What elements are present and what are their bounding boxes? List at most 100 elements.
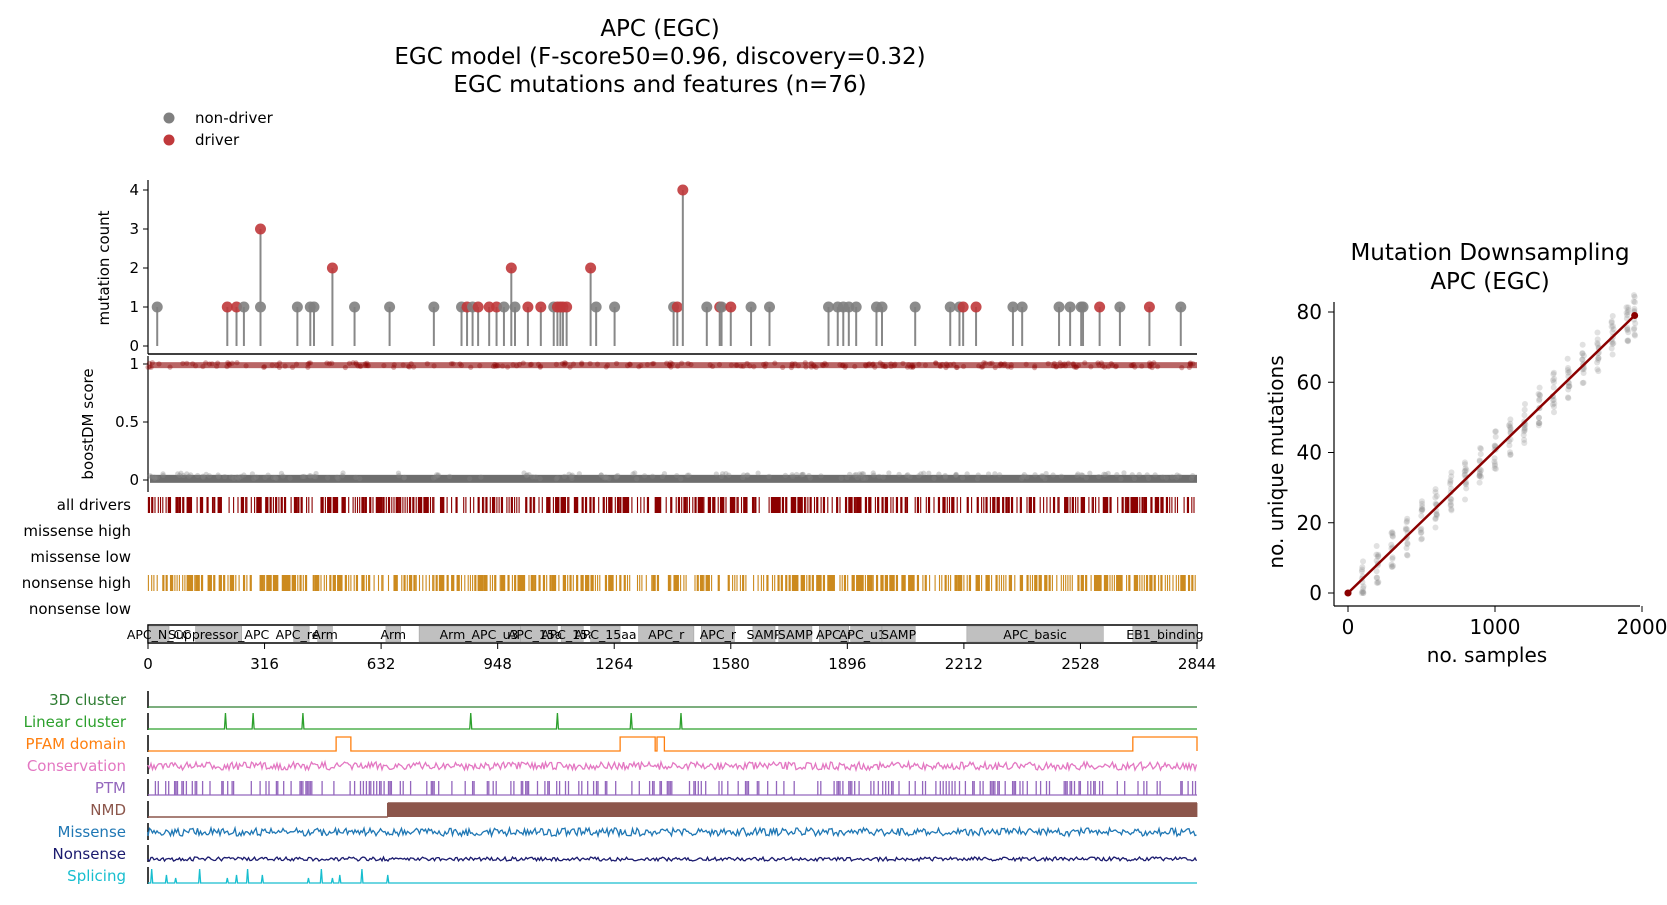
lollipop-ylabel: mutation count bbox=[95, 210, 113, 325]
boostdm-driver-point bbox=[391, 362, 397, 368]
scatter-point bbox=[1631, 292, 1638, 299]
boostdm-driver-point bbox=[644, 361, 651, 368]
boostdm-nondriver-point bbox=[1101, 471, 1107, 477]
boostdm-driver-point bbox=[209, 361, 215, 367]
scatter-point bbox=[1461, 459, 1468, 466]
boostdm-nondriver-point bbox=[880, 474, 886, 480]
scatter-point bbox=[1448, 496, 1455, 503]
scatter-point bbox=[1507, 416, 1514, 423]
boostdm-nondriver-point bbox=[1087, 470, 1093, 476]
boostdm-driver-point bbox=[527, 362, 533, 368]
boostdm-driver-point bbox=[579, 361, 585, 367]
domain-label: APC_r bbox=[648, 627, 685, 642]
boostdm-nondriver-point bbox=[818, 473, 824, 479]
domain-block bbox=[778, 625, 813, 643]
boostdm-driver-point bbox=[813, 364, 819, 370]
scatter-point bbox=[1550, 371, 1557, 378]
scatter-point bbox=[1564, 367, 1571, 374]
boostdm-nondriver-point bbox=[312, 474, 319, 480]
scatter-point bbox=[1521, 428, 1528, 435]
boostdm-nondriver-point bbox=[561, 473, 568, 479]
track-bars bbox=[147, 497, 1195, 513]
boostdm-driver-point bbox=[226, 361, 232, 367]
feature-trace bbox=[147, 855, 1198, 863]
boostdm-nondriver-point bbox=[1039, 473, 1046, 479]
boostdm-nondriver-point bbox=[718, 473, 725, 480]
scatter-point bbox=[1462, 471, 1469, 478]
scatter-ytick-label: 60 bbox=[1297, 370, 1322, 394]
boostdm-nondriver-point bbox=[1144, 472, 1150, 478]
boostdm-nondriver-point bbox=[434, 472, 440, 478]
boostdm-nondriver-point bbox=[886, 470, 892, 476]
boostdm-driver-point bbox=[892, 361, 898, 367]
boostdm-driver-point bbox=[953, 364, 959, 371]
main-title-line-1: APC (EGC) bbox=[600, 16, 719, 42]
boostdm-driver-point bbox=[579, 360, 585, 366]
scatter-point bbox=[1388, 541, 1395, 548]
boostdm-driver-point bbox=[1008, 362, 1014, 368]
boostdm-driver-point bbox=[709, 363, 716, 370]
boostdm-driver-point bbox=[1187, 360, 1194, 366]
boostdm-nondriver-point bbox=[334, 474, 340, 480]
domain-block bbox=[701, 625, 735, 643]
boostdm-driver-point bbox=[900, 360, 906, 367]
scatter-point bbox=[1359, 566, 1366, 573]
mutation-marker bbox=[1077, 301, 1089, 313]
boostdm-driver-point bbox=[664, 360, 670, 366]
boostdm-driver-point bbox=[627, 361, 633, 367]
boostdm-nondriver-point bbox=[554, 475, 561, 481]
domain-block bbox=[752, 625, 776, 643]
boostdm-nondriver-point bbox=[1152, 472, 1158, 478]
scatter-point bbox=[1374, 579, 1381, 586]
mutation-marker bbox=[238, 301, 250, 313]
boostdm-nondriver-point bbox=[203, 471, 209, 477]
scatter-point bbox=[1447, 498, 1454, 505]
boostdm-driver-point bbox=[667, 360, 674, 366]
boostdm-driver-point bbox=[353, 361, 359, 367]
scatter-point bbox=[1564, 394, 1571, 401]
mutation-marker bbox=[509, 301, 521, 313]
boostdm-driver-point bbox=[1102, 364, 1108, 370]
boostdm-driver-point bbox=[229, 360, 235, 366]
scatter-point bbox=[1492, 442, 1499, 449]
boostdm-nondriver-point bbox=[188, 472, 194, 478]
boostdm-driver-point bbox=[780, 364, 786, 370]
mutation-marker bbox=[823, 301, 835, 313]
boostdm-driver-point bbox=[820, 362, 826, 369]
boostdm-nondriver-point bbox=[598, 472, 604, 478]
boostdm-nondriver-point bbox=[953, 471, 959, 477]
scatter-point bbox=[1536, 384, 1543, 391]
boostdm-driver-point bbox=[669, 361, 675, 367]
scatter-point bbox=[1476, 472, 1483, 479]
domain-block bbox=[148, 625, 170, 643]
boostdm-nondriver-point bbox=[447, 473, 453, 480]
legend-marker-nondriver bbox=[163, 112, 175, 124]
boostdm-nondriver-point bbox=[178, 470, 184, 476]
mutation-marker bbox=[944, 301, 956, 313]
mutation-marker bbox=[384, 301, 396, 313]
boostdm-nondriver-point bbox=[553, 476, 559, 482]
boostdm-nondriver-point bbox=[186, 473, 192, 479]
boostdm-nondriver-point bbox=[1050, 472, 1056, 478]
scatter-point bbox=[1491, 460, 1498, 467]
mutation-marker bbox=[764, 301, 776, 313]
boostdm-driver-point bbox=[282, 363, 288, 369]
boostdm-driver-point bbox=[1071, 364, 1078, 370]
scatter-point bbox=[1390, 562, 1397, 569]
scatter-point bbox=[1623, 309, 1630, 316]
boostdm-nondriver-point bbox=[478, 474, 484, 480]
mutation-marker bbox=[428, 301, 440, 313]
boostdm-nondriver-point bbox=[335, 476, 341, 482]
boostdm-driver-point bbox=[1061, 361, 1068, 367]
mutation-marker bbox=[291, 301, 303, 313]
x-tick-label: 0 bbox=[143, 655, 153, 673]
boostdm-nondriver-point bbox=[798, 472, 804, 478]
scatter-point bbox=[1373, 551, 1380, 558]
boostdm-nondriver-point bbox=[1174, 475, 1180, 481]
scatter-point bbox=[1631, 325, 1638, 332]
boostdm-driver-point bbox=[224, 363, 230, 370]
scatter-point bbox=[1507, 451, 1514, 458]
x-tick-label: 632 bbox=[367, 655, 396, 673]
boostdm-nondriver-point bbox=[262, 474, 268, 481]
boostdm-nondriver-point bbox=[147, 473, 153, 479]
